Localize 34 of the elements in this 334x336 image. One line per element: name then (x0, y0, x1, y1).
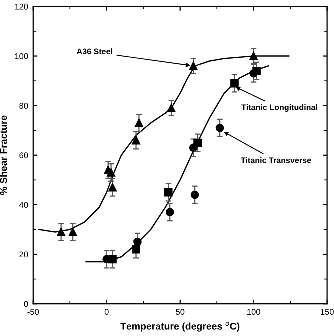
point (164, 188, 173, 197)
x-tick-label: 50 (176, 309, 185, 316)
point (167, 104, 176, 112)
line-series (86, 66, 270, 263)
y-tick-label: 20 (20, 252, 28, 258)
point (230, 79, 239, 88)
point (108, 183, 117, 192)
point (250, 69, 258, 78)
point (135, 119, 144, 128)
point (57, 228, 66, 236)
y-tick-label: 40 (19, 202, 28, 208)
y-tick-label: 0 (24, 301, 28, 308)
annotation: Titanic Longitudinal (242, 104, 318, 112)
point (189, 62, 198, 70)
x-tick-label: 100 (248, 309, 260, 316)
point (216, 124, 224, 132)
point (250, 52, 258, 60)
point (68, 228, 78, 236)
x-axis-title: Temperature (degrees $^{o}$C) (120, 322, 240, 332)
y-axis-title: % Shear Fracture (0, 116, 8, 196)
point (189, 144, 198, 152)
annotation: Titanic Transverse (241, 157, 312, 164)
y-tick-label: 100 (15, 53, 28, 60)
y-tick-label: 120 (15, 4, 28, 10)
y-tick-label: 80 (20, 103, 28, 109)
y-tick-label: 60 (20, 152, 28, 158)
x-tick-label: 0 (104, 309, 109, 316)
point (132, 136, 140, 145)
point (190, 190, 200, 200)
x-tick-label: 150 (321, 309, 334, 316)
point (166, 208, 174, 217)
annotation: A36 Steel (76, 48, 112, 54)
point (107, 168, 116, 177)
x-tick-label: -50 (28, 309, 40, 316)
